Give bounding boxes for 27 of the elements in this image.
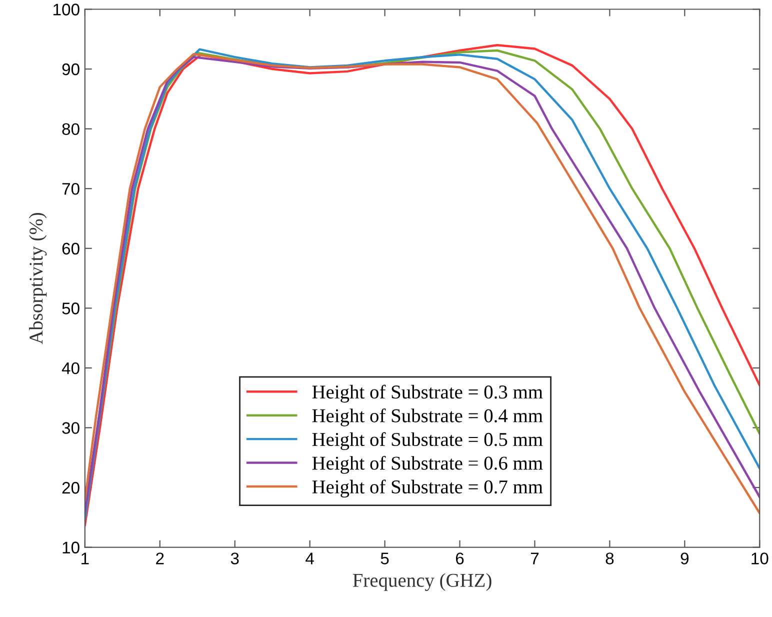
x-tick-label: 3	[230, 552, 239, 564]
x-tick-label: 7	[530, 552, 539, 564]
y-tick-label: 100	[54, 4, 80, 16]
y-axis-title: Absorptivity (%)	[29, 212, 47, 344]
x-axis-title: Frequency (GHZ)	[352, 573, 492, 591]
legend-label: Height of Substrate = 0.6 mm	[312, 456, 543, 474]
legend-label: Height of Substrate = 0.7 mm	[312, 480, 543, 498]
legend-label: Height of Substrate = 0.5 mm	[312, 432, 543, 450]
x-tick-label: 9	[680, 552, 689, 564]
y-tick-label: 30	[62, 422, 80, 434]
x-tick-label: 6	[456, 552, 464, 564]
x-tick-label: 10	[752, 552, 768, 564]
y-tick-label: 80	[62, 123, 80, 136]
y-tick-label: 20	[62, 482, 80, 494]
y-tick-label: 10	[62, 542, 80, 554]
x-tick-label: 1	[82, 552, 89, 564]
legend-label: Height of Substrate = 0.4 mm	[312, 408, 543, 426]
y-tick-label: 70	[62, 182, 80, 195]
y-tick-label: 40	[62, 362, 80, 374]
x-tick-label: 2	[156, 552, 164, 564]
y-tick-label: 50	[62, 302, 80, 314]
x-tick-label: 8	[606, 552, 614, 564]
y-tick-label: 60	[62, 242, 80, 255]
x-tick-label: 4	[306, 552, 314, 564]
x-tick-label: 5	[380, 552, 389, 564]
y-tick-label: 90	[62, 63, 80, 76]
legend-label: Height of Substrate = 0.3 mm	[312, 384, 543, 403]
